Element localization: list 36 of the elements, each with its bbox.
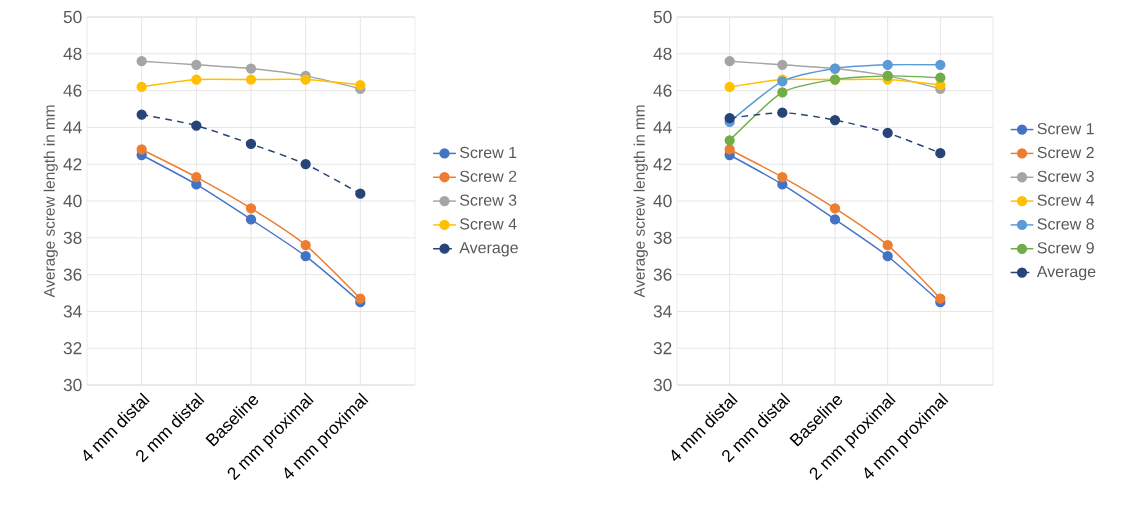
y-tick-label: 48 xyxy=(63,47,82,60)
y-tick-label: 46 xyxy=(653,84,672,97)
y-tick-label: 40 xyxy=(63,194,82,208)
y-tick-label: 42 xyxy=(63,158,82,171)
y-tick-label: 40 xyxy=(653,194,672,208)
y-axis-title: Average screw length in mm xyxy=(43,105,58,298)
y-tick-label: 32 xyxy=(63,342,82,355)
legend-label: Screw 9 xyxy=(1037,242,1094,254)
legend-label: Screw 1 xyxy=(460,146,517,159)
legend-label: Screw 3 xyxy=(460,194,517,206)
y-tick-label: 36 xyxy=(653,268,672,281)
legend-label: Screw 3 xyxy=(1037,170,1094,182)
legend-label: Average xyxy=(1036,266,1096,281)
legend-label: Screw 2 xyxy=(1037,146,1094,159)
y-tick-label: 50 xyxy=(653,10,672,24)
y-tick-label: 34 xyxy=(653,305,672,318)
y-tick-label: 42 xyxy=(653,158,672,171)
y-tick-label: 44 xyxy=(653,121,672,134)
y-tick-label: 44 xyxy=(63,121,82,134)
y-axis-title: Average screw length in mm xyxy=(633,105,648,298)
legend-label: Average xyxy=(459,242,518,257)
y-tick-label: 38 xyxy=(653,231,672,244)
legend-label: Screw 2 xyxy=(460,170,517,182)
y-tick-label: 30 xyxy=(63,378,82,392)
legend-label: Screw 4 xyxy=(460,218,517,230)
y-tick-label: 48 xyxy=(653,47,672,60)
legend-label: Screw 1 xyxy=(1037,122,1094,135)
y-tick-label: 36 xyxy=(63,268,82,281)
y-tick-label: 32 xyxy=(653,342,672,355)
y-tick-label: 30 xyxy=(653,378,672,392)
y-tick-label: 50 xyxy=(63,10,82,24)
legend-label: Screw 8 xyxy=(1037,218,1094,230)
y-tick-label: 38 xyxy=(63,231,82,244)
y-tick-label: 46 xyxy=(63,84,82,97)
legend-label: Screw 4 xyxy=(1037,194,1095,206)
y-tick-label: 34 xyxy=(63,305,82,318)
